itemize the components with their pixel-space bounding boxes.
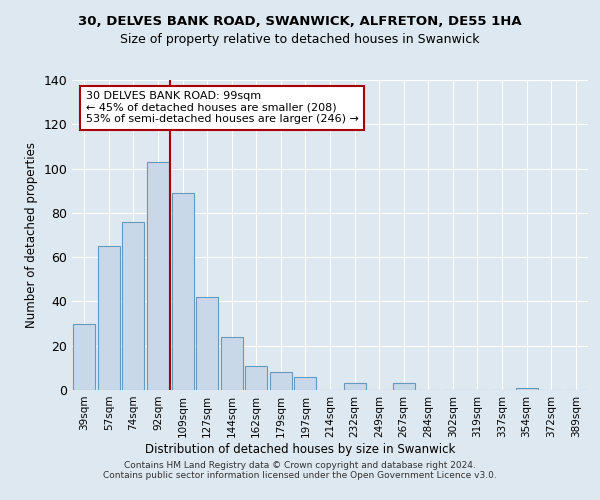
- Bar: [172, 193, 194, 390]
- Bar: [147, 162, 169, 390]
- Bar: [122, 222, 145, 390]
- Text: Distribution of detached houses by size in Swanwick: Distribution of detached houses by size …: [145, 442, 455, 456]
- Bar: [221, 337, 243, 390]
- Text: 30, DELVES BANK ROAD, SWANWICK, ALFRETON, DE55 1HA: 30, DELVES BANK ROAD, SWANWICK, ALFRETON…: [78, 15, 522, 28]
- Y-axis label: Number of detached properties: Number of detached properties: [25, 142, 38, 328]
- Bar: [344, 384, 365, 390]
- Bar: [196, 297, 218, 390]
- Text: Size of property relative to detached houses in Swanwick: Size of property relative to detached ho…: [120, 32, 480, 46]
- Bar: [270, 372, 292, 390]
- Bar: [98, 246, 120, 390]
- Bar: [73, 324, 95, 390]
- Bar: [295, 376, 316, 390]
- Bar: [245, 366, 268, 390]
- Text: Contains HM Land Registry data © Crown copyright and database right 2024.
Contai: Contains HM Land Registry data © Crown c…: [103, 460, 497, 480]
- Text: 30 DELVES BANK ROAD: 99sqm
← 45% of detached houses are smaller (208)
53% of sem: 30 DELVES BANK ROAD: 99sqm ← 45% of deta…: [86, 91, 358, 124]
- Bar: [515, 388, 538, 390]
- Bar: [392, 384, 415, 390]
